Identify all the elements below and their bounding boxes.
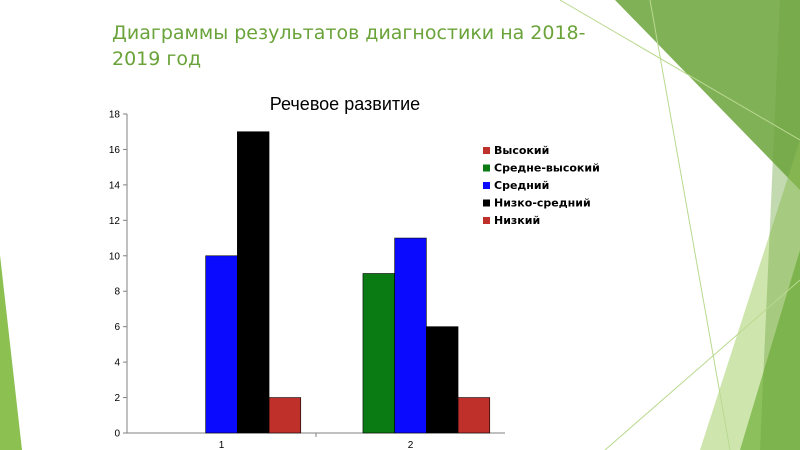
y-tick-label: 4 <box>114 358 120 369</box>
x-tick-label: 2 <box>408 440 414 450</box>
legend: Высокий Средне-высокий Средний Низко-средни… <box>483 144 600 227</box>
y-tick-label: 2 <box>114 393 120 404</box>
y-tick-label: 8 <box>114 287 120 298</box>
deco-green-shape-right <box>760 0 800 450</box>
legend-label: Средне-высокий <box>494 162 600 175</box>
legend-label: Низкий <box>494 214 540 227</box>
deco-green-shape-left <box>0 255 22 450</box>
bar <box>362 273 395 434</box>
x-tick-label: 1 <box>219 440 225 450</box>
deco-green-shape-top <box>615 0 800 190</box>
bar <box>394 237 427 434</box>
y-tick-label: 0 <box>114 429 120 440</box>
y-tick-label: 6 <box>114 322 120 333</box>
legend-label: Низко-средний <box>494 197 591 210</box>
legend-swatch <box>483 147 490 154</box>
deco-line <box>649 0 731 450</box>
slide-title: Диаграммы результатов диагностики на 201… <box>112 22 586 70</box>
y-tick-label: 10 <box>109 251 121 262</box>
y-tick-label: 16 <box>109 145 121 156</box>
legend-swatch <box>483 217 490 224</box>
y-tick-label: 12 <box>109 216 121 227</box>
deco-line <box>559 0 800 141</box>
bar <box>268 397 302 434</box>
legend-label: Средний <box>494 179 549 192</box>
deco-green-shape-mid <box>740 250 800 450</box>
deco-line <box>604 279 800 450</box>
bar <box>457 397 491 434</box>
legend-label: Высокий <box>494 144 549 157</box>
y-tick-label: 18 <box>109 110 121 121</box>
y-tick-label: 14 <box>109 180 121 191</box>
legend-swatch <box>483 199 490 207</box>
legend-swatch <box>483 182 490 189</box>
bar <box>426 326 459 434</box>
bar <box>205 255 238 434</box>
chart-title: Речевое развитие <box>270 94 420 114</box>
legend-swatch <box>483 164 490 172</box>
bar <box>237 131 270 434</box>
